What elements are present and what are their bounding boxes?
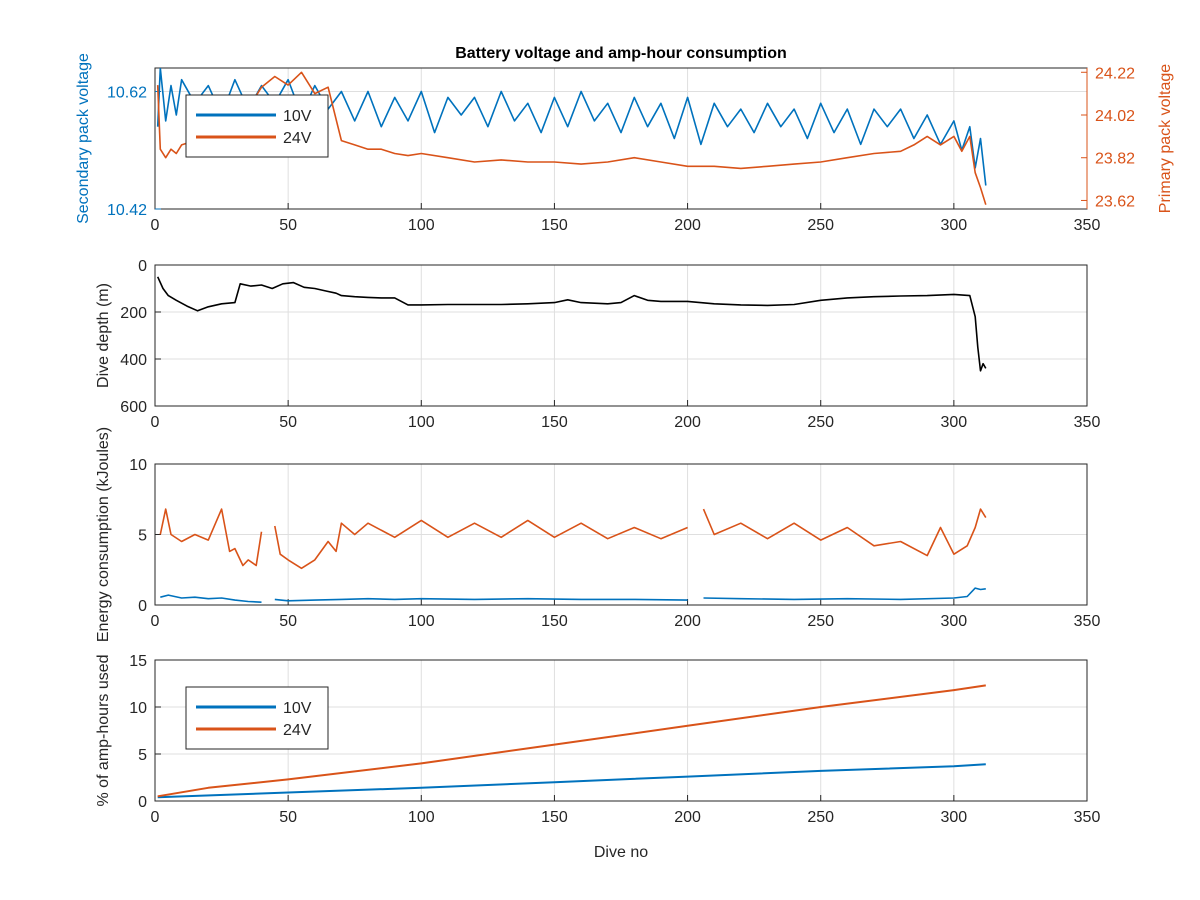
x-tick-label: 150 <box>541 613 568 630</box>
legend-box <box>185 686 329 750</box>
x-tick-label: 200 <box>674 414 701 431</box>
x-tick-label: 0 <box>151 809 160 826</box>
y-tick-label: 5 <box>138 747 147 764</box>
y-tick-label: 10 <box>129 700 147 717</box>
series-line-10v <box>160 594 262 603</box>
y-tick-label: 600 <box>120 399 147 416</box>
x-tick-label: 350 <box>1074 414 1101 431</box>
y-axis-label: Secondary pack voltage <box>75 53 92 224</box>
x-tick-label: 200 <box>674 217 701 234</box>
x-tick-label: 50 <box>279 414 297 431</box>
legend-label-10v: 10V <box>283 108 312 125</box>
legend-label-24v: 24V <box>283 130 312 147</box>
x-tick-label: 350 <box>1074 613 1101 630</box>
x-tick-label: 0 <box>151 613 160 630</box>
y-axis-label: Dive depth (m) <box>95 283 112 388</box>
x-axis-label: Dive no <box>594 844 648 861</box>
y-tick-label: 400 <box>120 352 147 369</box>
y-tick-label: 0 <box>138 598 147 615</box>
x-tick-label: 100 <box>408 809 435 826</box>
x-tick-label: 150 <box>541 809 568 826</box>
y-tick-label: 10 <box>129 457 147 474</box>
y-tick-label: 15 <box>129 653 147 670</box>
series-line-24v <box>159 508 263 567</box>
y-axis-label: Energy consumption (kJoules) <box>95 427 112 642</box>
chart-title: Battery voltage and amp-hour consumption <box>455 45 787 62</box>
y-tick-label: 0 <box>138 794 147 811</box>
series-line-24v <box>702 508 987 557</box>
y-right-tick-label: 24.02 <box>1095 108 1135 125</box>
x-tick-label: 200 <box>674 613 701 630</box>
y-right-tick-label: 23.82 <box>1095 151 1135 168</box>
x-tick-label: 350 <box>1074 809 1101 826</box>
y-axis-label: % of amp-hours used <box>95 654 112 806</box>
x-tick-label: 250 <box>807 414 834 431</box>
x-tick-label: 50 <box>279 613 297 630</box>
series-line-24v <box>274 519 688 570</box>
y-tick-label: 200 <box>120 305 147 322</box>
y-right-tick-label: 23.62 <box>1095 193 1135 210</box>
y-tick-label: 5 <box>138 528 147 545</box>
series-line-10v <box>157 763 986 799</box>
x-tick-label: 100 <box>408 414 435 431</box>
x-tick-label: 250 <box>807 613 834 630</box>
series-line-10v <box>156 68 987 186</box>
y-tick-label: 10.42 <box>107 202 147 219</box>
x-tick-label: 100 <box>408 613 435 630</box>
x-tick-label: 300 <box>941 613 968 630</box>
x-tick-label: 150 <box>541 217 568 234</box>
y-tick-label: 0 <box>138 258 147 275</box>
legend-box <box>185 94 329 158</box>
x-tick-label: 50 <box>279 809 297 826</box>
y-right-axis-label: Primary pack voltage <box>1157 64 1174 213</box>
x-tick-label: 300 <box>941 809 968 826</box>
series-line-10v <box>274 597 688 602</box>
axes-box <box>154 659 1088 802</box>
series-line-24v <box>157 684 986 798</box>
x-tick-label: 150 <box>541 414 568 431</box>
x-tick-label: 50 <box>279 217 297 234</box>
legend-label-24v: 24V <box>283 722 312 739</box>
x-tick-label: 300 <box>941 414 968 431</box>
x-tick-label: 250 <box>807 809 834 826</box>
y-right-tick-label: 24.22 <box>1095 65 1135 82</box>
series-line-10v <box>703 587 986 601</box>
x-tick-label: 200 <box>674 809 701 826</box>
x-tick-label: 350 <box>1074 217 1101 234</box>
legend-label-10v: 10V <box>283 700 312 717</box>
series-line-depth <box>156 276 987 372</box>
x-tick-label: 0 <box>151 414 160 431</box>
x-tick-label: 250 <box>807 217 834 234</box>
x-tick-label: 300 <box>941 217 968 234</box>
axes-box <box>154 264 1088 407</box>
y-tick-label: 10.62 <box>107 85 147 102</box>
x-tick-label: 100 <box>408 217 435 234</box>
axes-panel-3 <box>154 463 1088 606</box>
axes-panel-2 <box>154 264 1088 407</box>
x-tick-label: 0 <box>151 217 160 234</box>
